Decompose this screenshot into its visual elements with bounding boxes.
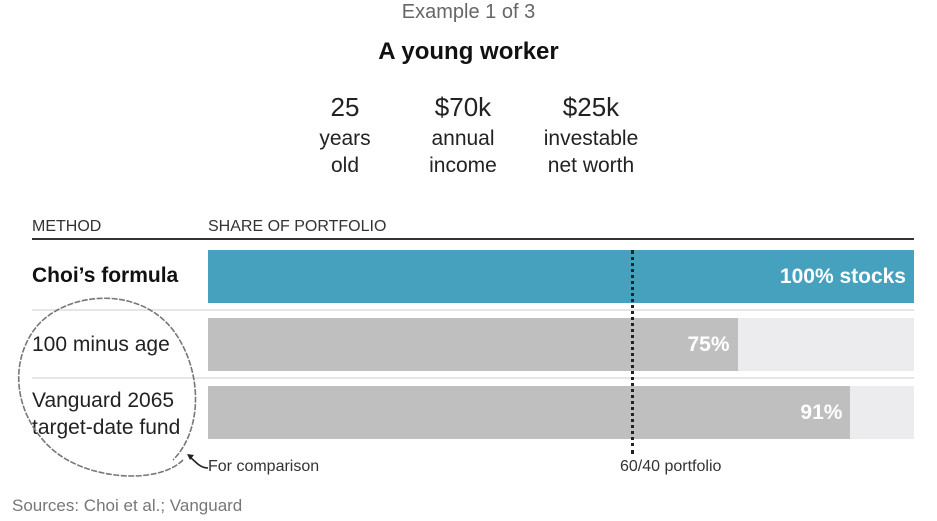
stat-label: income: [429, 154, 497, 177]
chart-title: A young worker: [378, 38, 559, 65]
row-divider: [32, 377, 914, 379]
stat-label: old: [330, 154, 360, 177]
stat-label: years: [319, 127, 371, 150]
bar-vanguard: 91%: [208, 386, 851, 439]
source-note: Sources: Choi et al.; Vanguard: [12, 496, 243, 515]
stat-label: investable: [543, 127, 639, 150]
row-label-choi: Choi’s formula: [32, 264, 179, 287]
bar-track: 100% stocks: [208, 250, 914, 303]
kicker: Example 1 of 3: [401, 1, 536, 23]
row-label-100-minus-age: 100 minus age: [32, 333, 170, 356]
stat-value: 25: [330, 92, 360, 122]
reference-line: [630, 250, 634, 454]
label-line: Vanguard 2065: [32, 389, 175, 412]
row-label-vanguard: Vanguard 2065 target-date fund: [32, 387, 180, 441]
bar-100-minus-age: 75%: [208, 318, 738, 371]
bar-track: 91%: [208, 386, 914, 439]
bar-track: 75%: [208, 318, 914, 371]
stat-label: net worth: [547, 154, 635, 177]
row-divider: [32, 309, 914, 311]
bar-choi: 100% stocks: [208, 250, 914, 303]
stat-age: 25 years old: [300, 94, 390, 179]
arrow-icon: [189, 456, 208, 469]
bar-value-label: 100% stocks: [779, 265, 906, 288]
bar-value-label: 91%: [800, 401, 843, 424]
hand-drawn-circle-annotation: [18, 297, 208, 477]
method-header: METHOD: [32, 218, 102, 235]
stat-net-worth: $25k investable net worth: [530, 94, 652, 179]
header-rule: [32, 238, 914, 240]
bar-value-label: 75%: [687, 333, 730, 356]
stat-label: annual: [431, 127, 495, 150]
label-line: target-date fund: [32, 416, 181, 439]
stat-value: $70k: [434, 92, 492, 122]
share-header: SHARE OF PORTFOLIO: [208, 218, 387, 235]
stat-value: $25k: [562, 92, 620, 122]
annotation-for-comparison: For comparison: [208, 458, 320, 475]
stat-income: $70k annual income: [413, 94, 513, 179]
reference-line-label: 60/40 portfolio: [620, 458, 722, 475]
